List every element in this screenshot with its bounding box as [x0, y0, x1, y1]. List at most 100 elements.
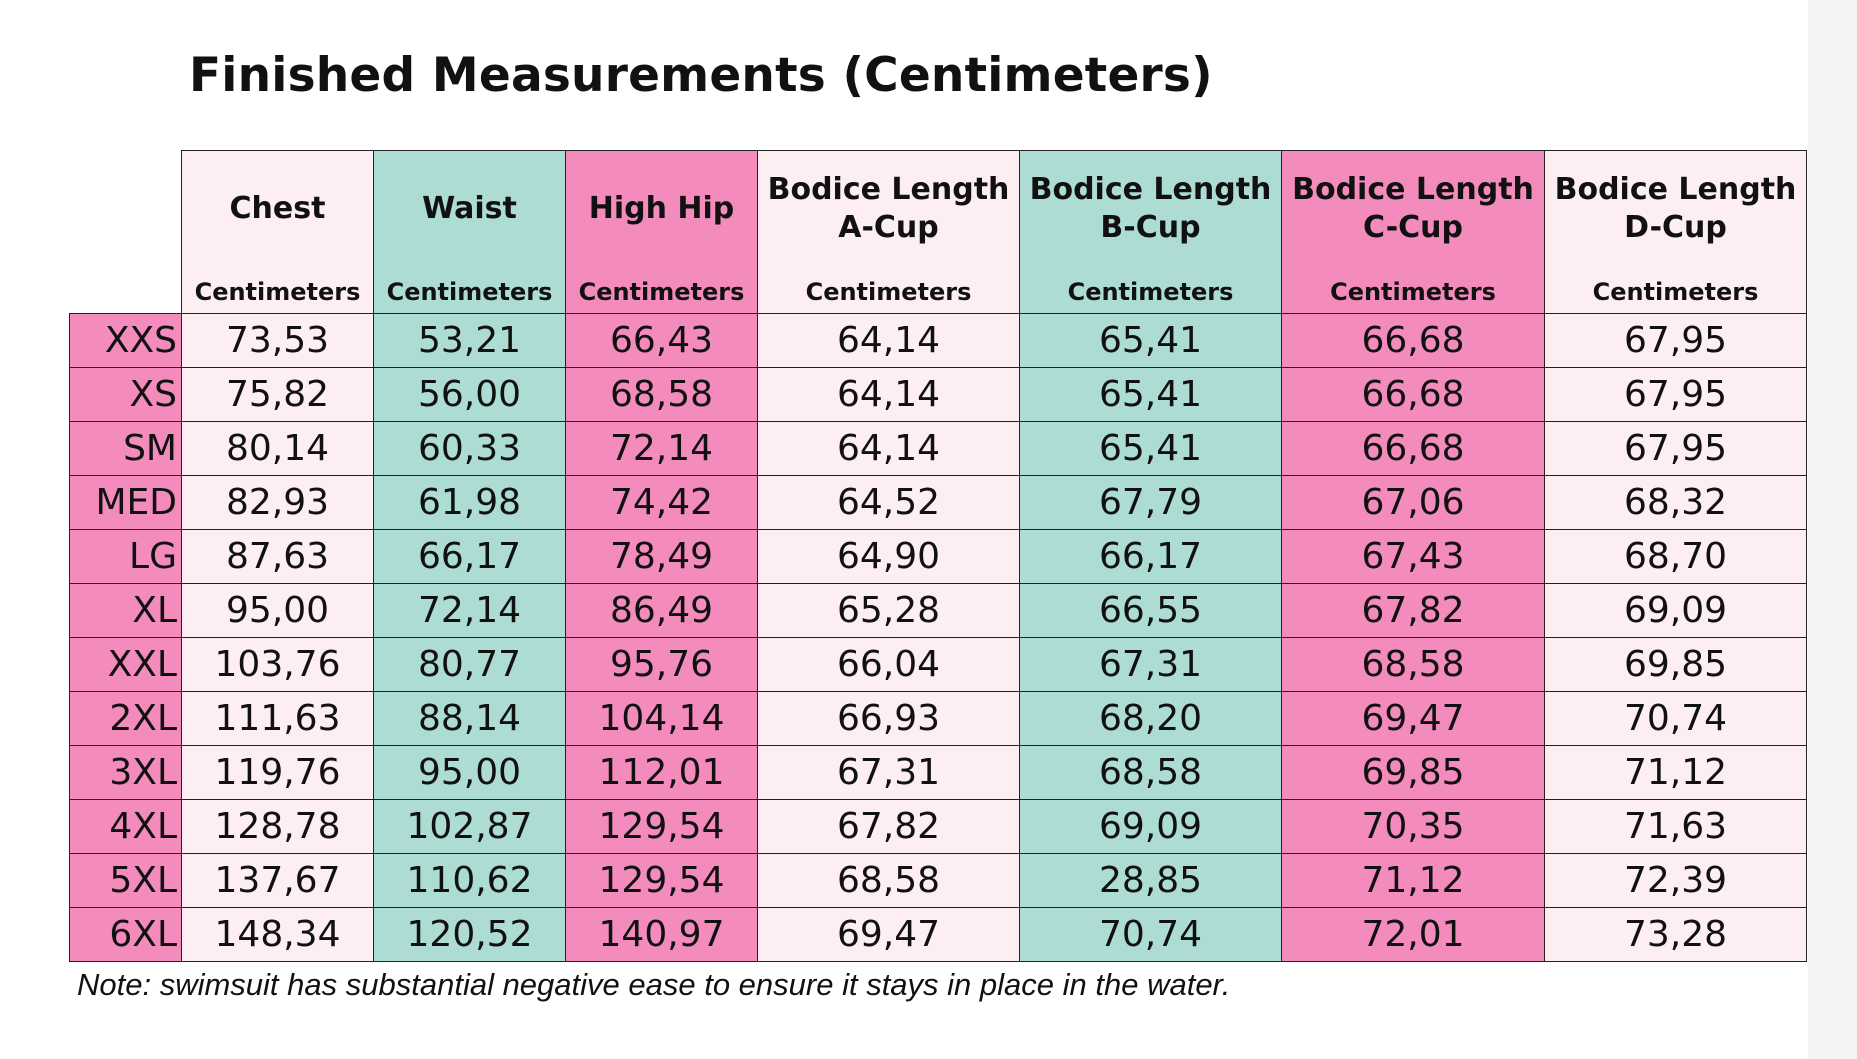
table-cell: 95,00 — [181, 583, 374, 638]
table-cell: 72,01 — [1281, 907, 1545, 962]
table-cell: 140,97 — [565, 907, 758, 962]
page-edge-strip — [1808, 0, 1857, 1059]
table-cell: 68,70 — [1544, 529, 1807, 584]
table-cell: 70,74 — [1019, 907, 1282, 962]
table-cell: 70,74 — [1544, 691, 1807, 746]
size-label: LG — [69, 529, 182, 584]
table-cell: 65,41 — [1019, 313, 1282, 368]
column-title: Bodice Length C-Cup — [1292, 172, 1534, 245]
column-header-bodice-a-cup: Bodice Length A-Cup Centimeters — [757, 150, 1020, 314]
table-row: XS 75,82 56,00 68,58 64,14 65,41 66,68 6… — [69, 367, 1807, 422]
table-cell: 110,62 — [373, 853, 566, 908]
size-label: XL — [69, 583, 182, 638]
table-cell: 71,12 — [1281, 853, 1545, 908]
size-label: 5XL — [69, 853, 182, 908]
column-unit: Centimeters — [578, 278, 745, 306]
table-cell: 67,06 — [1281, 475, 1545, 530]
table-cell: 66,93 — [757, 691, 1020, 746]
size-label: 2XL — [69, 691, 182, 746]
footnote: Note: swimsuit has substantial negative … — [77, 967, 1231, 1002]
column-title: Waist — [422, 191, 517, 226]
table-cell: 64,90 — [757, 529, 1020, 584]
page-title: Finished Measurements (Centimeters) — [189, 48, 1213, 103]
size-label: 3XL — [69, 745, 182, 800]
table-row: SM 80,14 60,33 72,14 64,14 65,41 66,68 6… — [69, 421, 1807, 476]
table-cell: 64,14 — [757, 367, 1020, 422]
table-cell: 64,52 — [757, 475, 1020, 530]
table-cell: 67,82 — [1281, 583, 1545, 638]
table-row: LG 87,63 66,17 78,49 64,90 66,17 67,43 6… — [69, 529, 1807, 584]
table-cell: 65,28 — [757, 583, 1020, 638]
column-title: Bodice Length D-Cup — [1554, 172, 1797, 245]
table-cell: 72,14 — [565, 421, 758, 476]
table-cell: 66,43 — [565, 313, 758, 368]
table-cell: 80,77 — [373, 637, 566, 692]
column-title: High Hip — [588, 191, 735, 226]
table-cell: 69,85 — [1544, 637, 1807, 692]
table-cell: 67,95 — [1544, 313, 1807, 368]
table-row: XL 95,00 72,14 86,49 65,28 66,55 67,82 6… — [69, 583, 1807, 638]
table-cell: 60,33 — [373, 421, 566, 476]
table-cell: 129,54 — [565, 853, 758, 908]
table-cell: 72,14 — [373, 583, 566, 638]
table-cell: 66,17 — [373, 529, 566, 584]
table-cell: 95,76 — [565, 637, 758, 692]
table-cell: 68,20 — [1019, 691, 1282, 746]
table-cell: 80,14 — [181, 421, 374, 476]
table-cell: 66,68 — [1281, 313, 1545, 368]
table-cell: 73,53 — [181, 313, 374, 368]
table-cell: 56,00 — [373, 367, 566, 422]
table-cell: 87,63 — [181, 529, 374, 584]
table-cell: 86,49 — [565, 583, 758, 638]
table-cell: 71,12 — [1544, 745, 1807, 800]
table-cell: 66,68 — [1281, 421, 1545, 476]
table-cell: 95,00 — [373, 745, 566, 800]
table-cell: 120,52 — [373, 907, 566, 962]
column-header-waist: Waist Centimeters — [373, 150, 566, 314]
size-label: SM — [69, 421, 182, 476]
column-unit: Centimeters — [386, 278, 553, 306]
header-row: Chest Centimeters Waist Centimeters High… — [69, 150, 1807, 314]
column-unit: Centimeters — [805, 278, 972, 306]
table-cell: 71,63 — [1544, 799, 1807, 854]
table-cell: 67,43 — [1281, 529, 1545, 584]
table-row: 4XL 128,78 102,87 129,54 67,82 69,09 70,… — [69, 799, 1807, 854]
table-cell: 67,95 — [1544, 421, 1807, 476]
table-cell: 78,49 — [565, 529, 758, 584]
table-cell: 82,93 — [181, 475, 374, 530]
table-cell: 69,09 — [1019, 799, 1282, 854]
table-cell: 65,41 — [1019, 367, 1282, 422]
table-cell: 67,82 — [757, 799, 1020, 854]
table-cell: 61,98 — [373, 475, 566, 530]
table-cell: 68,58 — [1019, 745, 1282, 800]
table-cell: 68,32 — [1544, 475, 1807, 530]
table-cell: 70,35 — [1281, 799, 1545, 854]
column-title: Bodice Length B-Cup — [1029, 172, 1272, 245]
table-cell: 119,76 — [181, 745, 374, 800]
table-cell: 68,58 — [1281, 637, 1545, 692]
table-cell: 67,31 — [757, 745, 1020, 800]
column-header-high-hip: High Hip Centimeters — [565, 150, 758, 314]
table-cell: 72,39 — [1544, 853, 1807, 908]
table-cell: 67,79 — [1019, 475, 1282, 530]
table-cell: 66,04 — [757, 637, 1020, 692]
column-header-chest: Chest Centimeters — [181, 150, 374, 314]
table-cell: 112,01 — [565, 745, 758, 800]
table-cell: 64,14 — [757, 313, 1020, 368]
table-cell: 74,42 — [565, 475, 758, 530]
table-cell: 103,76 — [181, 637, 374, 692]
table-cell: 104,14 — [565, 691, 758, 746]
column-unit: Centimeters — [1330, 278, 1496, 306]
corner-cell — [69, 150, 182, 314]
column-header-bodice-b-cup: Bodice Length B-Cup Centimeters — [1019, 150, 1282, 314]
measurements-table: Chest Centimeters Waist Centimeters High… — [69, 150, 1807, 962]
column-title: Chest — [229, 191, 326, 226]
table-cell: 75,82 — [181, 367, 374, 422]
table-cell: 69,85 — [1281, 745, 1545, 800]
table-row: 2XL 111,63 88,14 104,14 66,93 68,20 69,4… — [69, 691, 1807, 746]
table-row: 6XL 148,34 120,52 140,97 69,47 70,74 72,… — [69, 907, 1807, 962]
table-cell: 66,55 — [1019, 583, 1282, 638]
table-cell: 128,78 — [181, 799, 374, 854]
column-header-bodice-c-cup: Bodice Length C-Cup Centimeters — [1281, 150, 1545, 314]
table-cell: 67,31 — [1019, 637, 1282, 692]
